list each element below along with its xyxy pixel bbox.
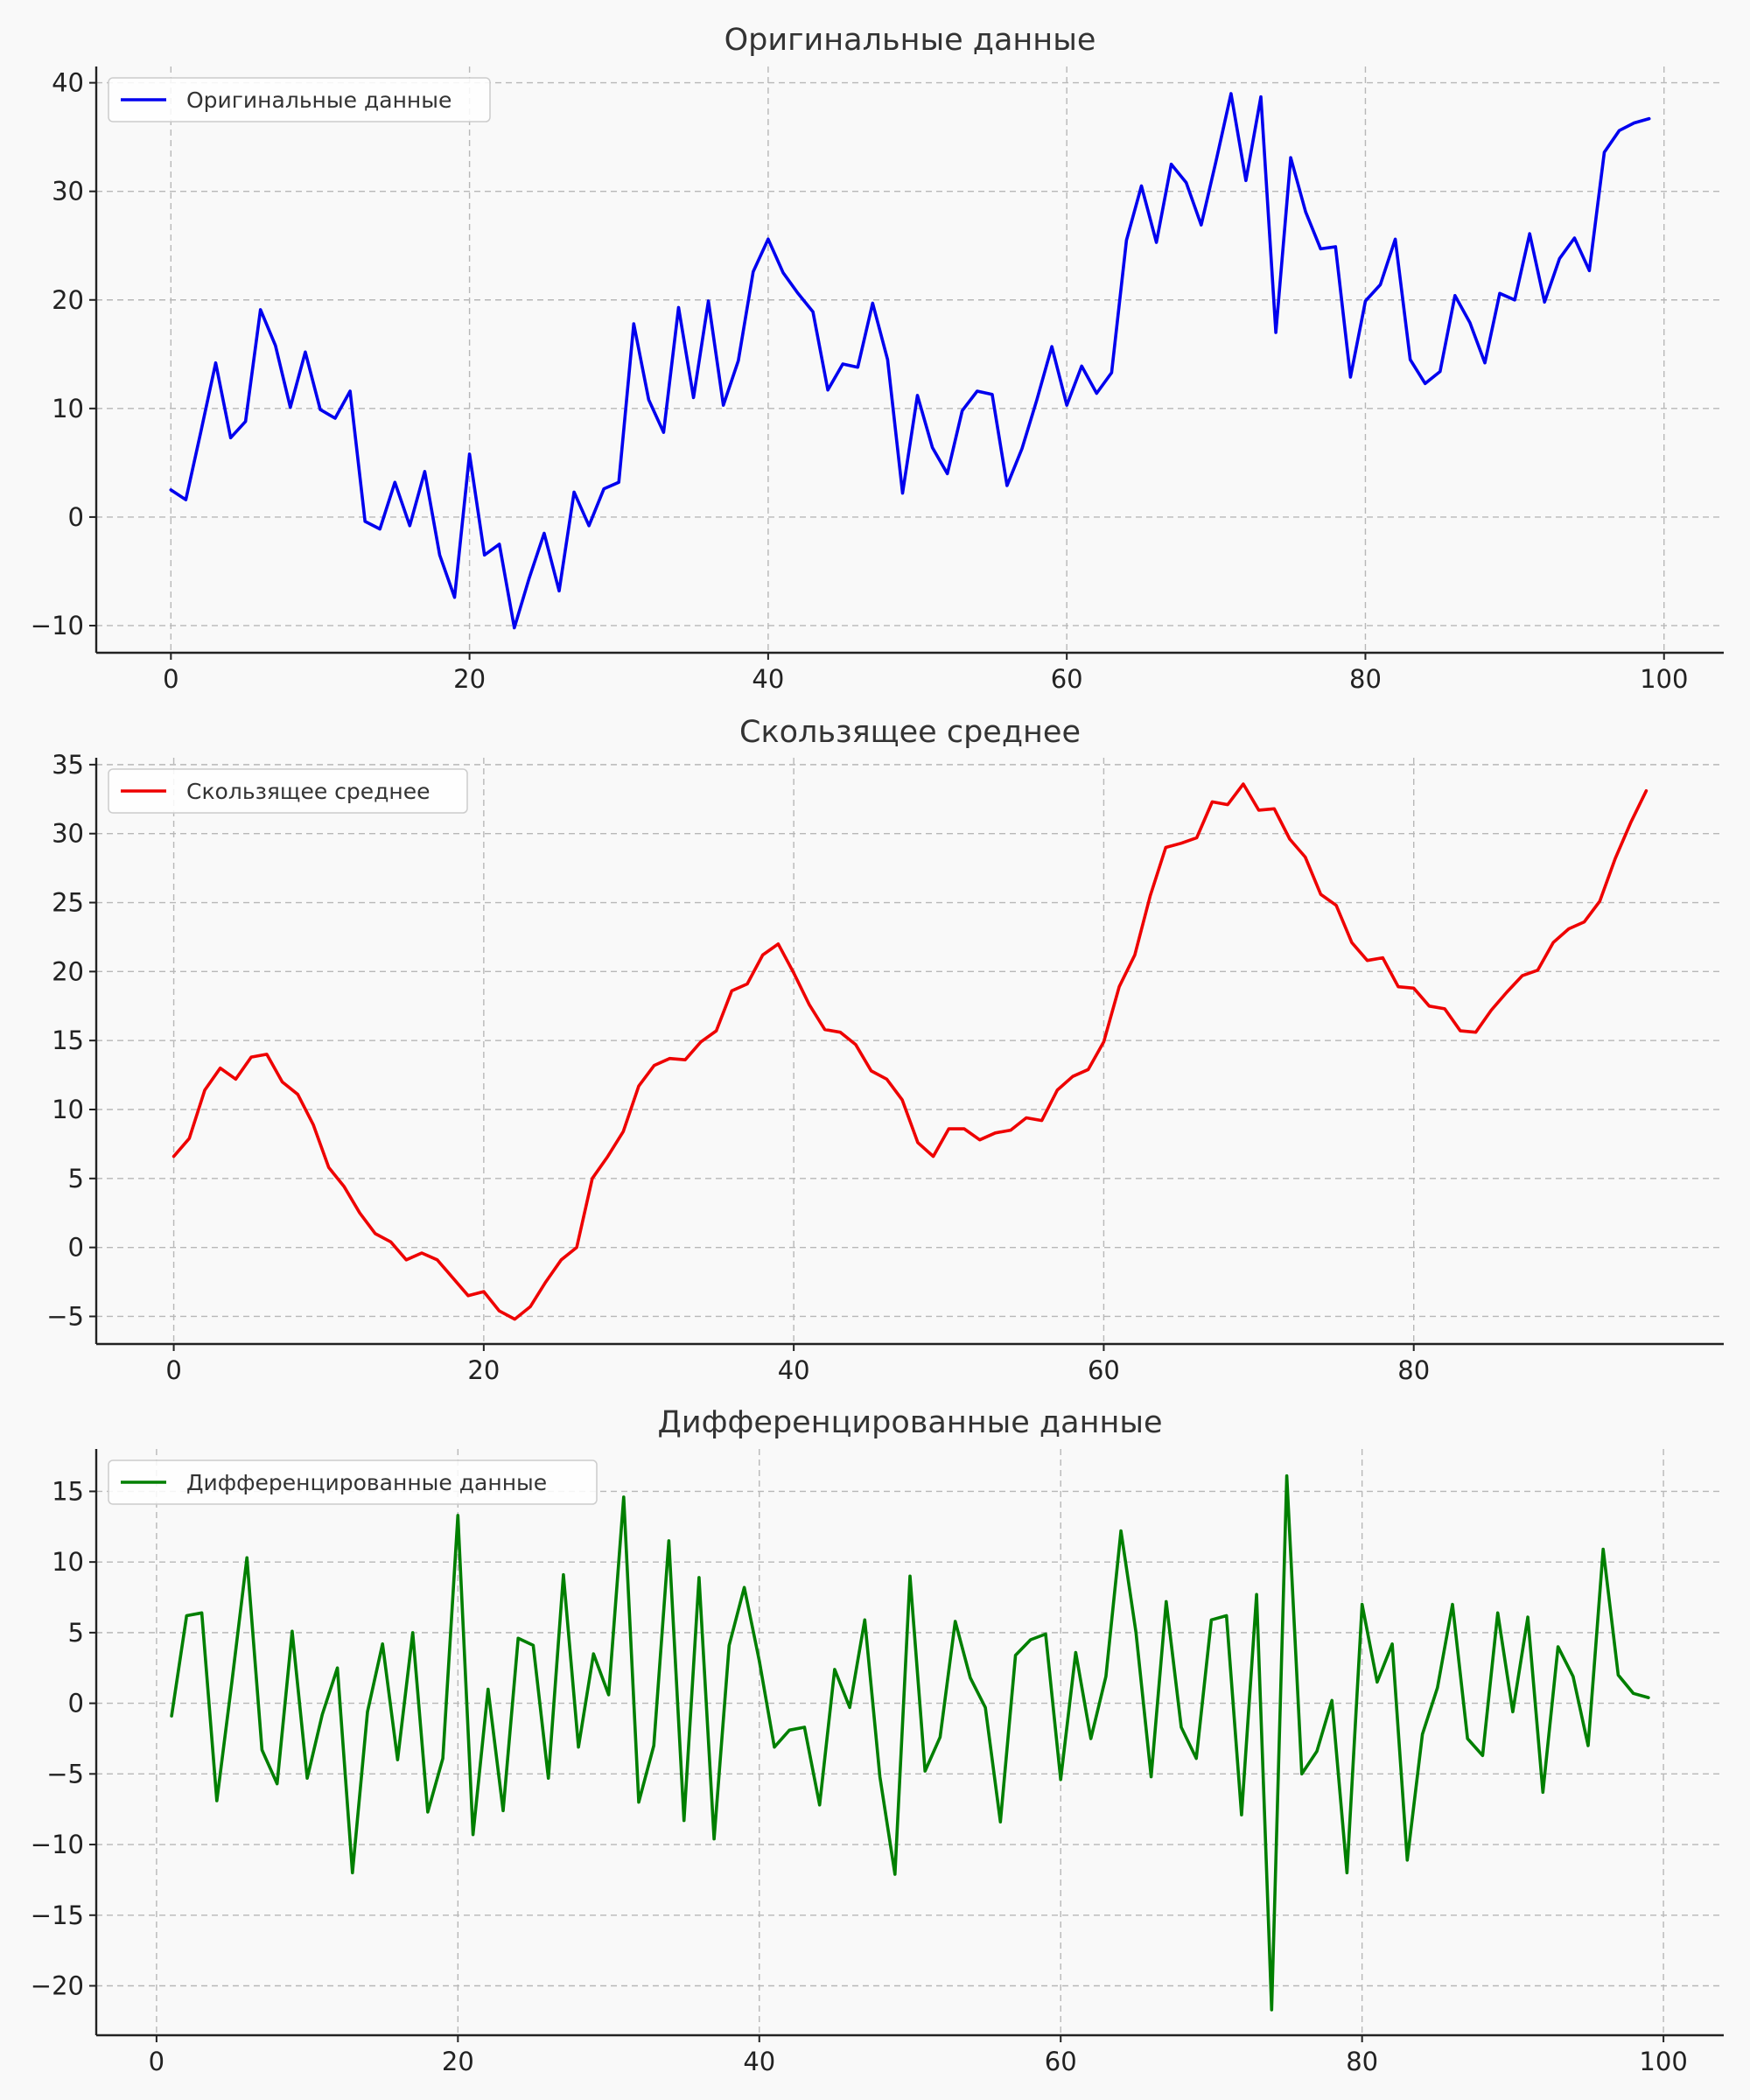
tick-labels: 0 20 40 60 80 100 −10 0 10 20 30 40	[31, 68, 1689, 694]
x-tick-label: 100	[1640, 664, 1688, 694]
subplot-original: Оригинальные данные 0 20 40 60 80 100 −10 0 10 20…	[31, 23, 1724, 694]
y-tick-label: 30	[52, 177, 84, 206]
series-lines	[172, 782, 1648, 1321]
axes	[89, 1449, 1724, 2042]
y-tick-label: 0	[68, 1233, 84, 1263]
series-line	[169, 92, 1651, 630]
series-lines	[170, 1474, 1650, 2012]
legend-box	[108, 768, 468, 814]
legend-label: Дифференцированные данные	[186, 1470, 547, 1495]
y-tick-label: 40	[52, 68, 84, 98]
x-tick-label: 40	[743, 2047, 775, 2076]
subplot-differenced: Дифференцированные данные 0 20 40 60 80 100−2…	[31, 1405, 1724, 2076]
y-tick-label: −10	[31, 611, 84, 640]
tick-labels: 0 20 40 60 80 −5 0 5 10 15 20 25 30 35	[46, 750, 1430, 1385]
legend[interactable]: Дифференцированные данные	[108, 1460, 598, 1505]
x-tick-label: 20	[467, 1355, 500, 1385]
y-tick-label: 30	[52, 819, 84, 849]
y-tick-label: 0	[68, 1689, 84, 1718]
legend-label: Оригинальные данные	[186, 88, 452, 113]
y-tick-label: 10	[52, 394, 84, 424]
x-tick-label: 100	[1639, 2047, 1687, 2076]
x-tick-label: 40	[752, 664, 784, 694]
tick-labels: 0 20 40 60 80 100 −20 −15 −10 −5 0 5 10 15	[31, 1476, 1688, 2076]
axes	[89, 758, 1724, 1351]
x-tick-label: 0	[165, 1355, 181, 1385]
y-tick-label: 20	[52, 285, 84, 315]
series-line	[170, 1474, 1650, 2012]
y-tick-label: 20	[52, 956, 84, 986]
x-tick-label: 20	[453, 664, 486, 694]
series-line	[172, 782, 1648, 1321]
x-tick-label: 60	[1045, 2047, 1077, 2076]
legend[interactable]: Оригинальные данные	[108, 77, 491, 122]
y-tick-label: 0	[68, 502, 84, 532]
x-tick-label: 80	[1349, 664, 1382, 694]
y-tick-label: 25	[52, 888, 84, 918]
chart-title: Дифференцированные данные	[657, 1405, 1162, 1440]
y-tick-label: 15	[52, 1026, 84, 1055]
y-tick-label: 10	[52, 1095, 84, 1124]
x-tick-label: 20	[442, 2047, 474, 2076]
x-tick-label: 40	[778, 1355, 810, 1385]
y-tick-label: −5	[46, 1759, 84, 1788]
legend-box	[108, 1460, 598, 1505]
x-tick-label: 60	[1051, 664, 1083, 694]
y-tick-label: 15	[52, 1476, 84, 1506]
y-tick-label: 10	[52, 1547, 84, 1577]
x-tick-label: 0	[149, 2047, 164, 2076]
legend-label: Скользящее среднее	[186, 779, 430, 804]
legend[interactable]: Скользящее среднее	[108, 768, 468, 814]
y-tick-label: −20	[31, 1970, 84, 2000]
x-tick-label: 60	[1088, 1355, 1120, 1385]
x-tick-label: 0	[163, 664, 178, 694]
chart-title: Скользящее среднее	[739, 715, 1081, 750]
y-tick-label: 5	[68, 1618, 84, 1648]
y-tick-label: −5	[46, 1301, 84, 1331]
x-tick-label: 80	[1346, 2047, 1378, 2076]
grid	[96, 1449, 1724, 2035]
chart-title: Оригинальные данные	[724, 23, 1096, 58]
axes	[89, 66, 1724, 660]
y-tick-label: 35	[52, 750, 84, 780]
subplot-moving-average: Скользящее среднее 0 20 40 60 80 −5 0 5 10 15 20 25…	[46, 715, 1724, 1385]
legend-box	[108, 77, 491, 122]
y-tick-label: −10	[31, 1830, 84, 1859]
y-tick-label: −15	[31, 1900, 84, 1930]
series-lines	[169, 92, 1651, 630]
grid	[96, 758, 1724, 1344]
x-tick-label: 80	[1397, 1355, 1430, 1385]
y-tick-label: 5	[68, 1164, 84, 1194]
